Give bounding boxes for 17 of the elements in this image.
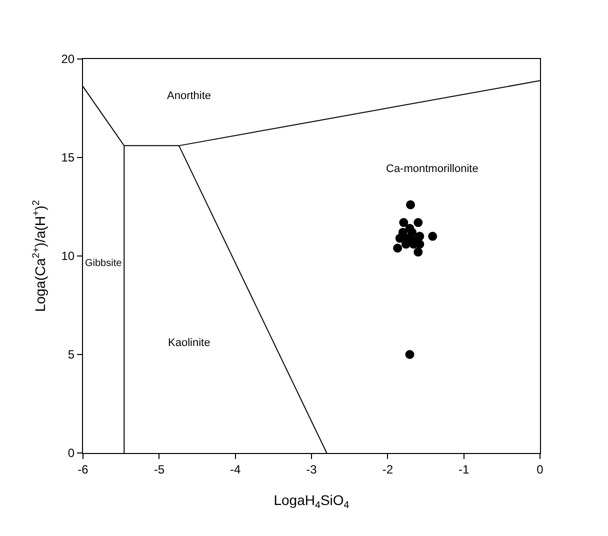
- x-tick-label: -1: [458, 462, 470, 476]
- annotation: Ca-montmorillonite: [386, 163, 478, 175]
- x-tick-label: 0: [536, 462, 544, 476]
- x-tick-label: -2: [382, 462, 394, 476]
- y-tick-label: 0: [68, 446, 75, 460]
- x-tick-label: -4: [230, 462, 241, 476]
- x-tick-label: -3: [306, 462, 318, 476]
- annotation: Kaolinite: [168, 337, 210, 349]
- y-tick-label: 15: [61, 150, 75, 165]
- annotation: Anorthite: [167, 90, 212, 102]
- y-tick-label: 20: [61, 52, 75, 66]
- annotation: Gibbsite: [85, 258, 122, 269]
- x-axis-title: LogaH$_{4}$SiO$_{4}$: [274, 492, 350, 511]
- y-tick-label: 5: [68, 348, 75, 362]
- x-tick-label: -5: [154, 462, 165, 476]
- x-tick-label: -6: [78, 462, 89, 476]
- y-tick-label: 10: [61, 249, 75, 264]
